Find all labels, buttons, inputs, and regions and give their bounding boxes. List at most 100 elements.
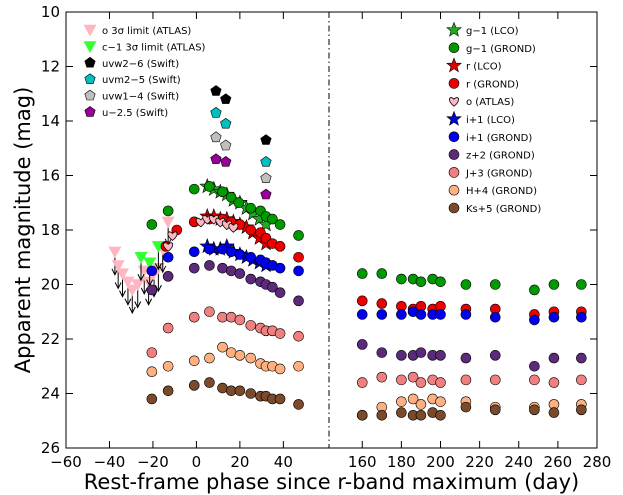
upper-limit-arrowhead	[154, 263, 162, 271]
point-r_grond	[274, 241, 286, 252]
point-J_grond	[204, 306, 215, 318]
series-z_grond	[146, 260, 587, 372]
series-uvm2	[210, 106, 272, 167]
point-i_grond	[435, 309, 446, 320]
point-K_grond	[460, 401, 472, 413]
point-K_grond	[162, 385, 174, 397]
point-z_grond	[162, 271, 174, 282]
point-o_lim	[111, 260, 125, 272]
point-i_grond	[460, 309, 472, 320]
y-tick-label: 26	[41, 439, 60, 457]
x-tick-label: 20	[230, 453, 249, 471]
x-tick-label: −20	[137, 453, 169, 471]
legend-label-K_grond: Ks+5 (GROND)	[466, 204, 541, 215]
point-K_grond	[435, 409, 446, 421]
point-o_lim	[121, 276, 135, 289]
series-K_grond	[146, 377, 587, 421]
legend-label-u: u−2.5 (Swift)	[102, 108, 168, 119]
point-uvw2	[210, 85, 222, 96]
point-z_grond	[356, 339, 368, 350]
point-g_grond	[293, 230, 304, 241]
x-axis-title: Rest-frame phase since r-band maximum (d…	[84, 470, 579, 494]
point-i_grond	[489, 311, 501, 323]
point-g_grond	[529, 284, 540, 296]
legend-label-i_grond: i+1 (GROND)	[466, 133, 532, 144]
y-tick-label: 24	[41, 385, 60, 403]
point-J_grond	[435, 377, 446, 388]
x-tick-label: 280	[583, 453, 612, 471]
point-H_grond	[146, 366, 158, 378]
point-J_grond	[576, 374, 587, 386]
point-r_grond	[376, 298, 388, 309]
point-K_grond	[204, 377, 215, 388]
point-z_grond	[460, 352, 472, 364]
point-K_grond	[489, 404, 501, 416]
series-c_lim	[134, 241, 165, 287]
point-u	[220, 156, 232, 167]
point-o_atlas	[167, 231, 178, 241]
point-i_grond	[234, 249, 246, 260]
point-K_grond	[356, 409, 368, 421]
point-o_atlas	[228, 223, 239, 233]
legend-marker-o_lim	[83, 24, 97, 37]
point-z_grond	[234, 268, 246, 279]
point-uvw1	[220, 139, 232, 151]
legend-marker-o_atlas	[449, 97, 459, 107]
legend-label-uvm2: uvm2−5 (Swift)	[102, 75, 181, 86]
legend-label-z_grond: z+2 (GROND)	[466, 151, 535, 162]
legend-marker-g_grond	[448, 42, 460, 54]
point-u	[210, 153, 222, 164]
point-g_grond	[188, 183, 200, 195]
x-tick-label: 40	[274, 453, 293, 471]
point-z_grond	[435, 350, 446, 361]
point-H_grond	[204, 352, 215, 364]
legend-label-uvw2: uvw2−6 (Swift)	[102, 59, 179, 70]
point-J_grond	[489, 374, 501, 386]
upper-limit-arrowhead	[119, 290, 126, 298]
legend-marker-uvm2	[84, 73, 96, 84]
point-K_grond	[188, 380, 200, 391]
point-g_grond	[245, 202, 257, 214]
point-z_grond	[245, 273, 257, 285]
data-marks	[108, 85, 587, 421]
point-o_lim	[161, 216, 175, 229]
series-uvw1	[210, 131, 272, 183]
point-J_grond	[293, 330, 304, 342]
point-i_grond	[415, 309, 427, 320]
x-tick-label: 200	[426, 453, 455, 471]
legend-marker-uvw1	[84, 89, 96, 101]
point-H_grond	[415, 399, 427, 410]
point-uvw1	[260, 172, 272, 183]
point-g_grond	[225, 192, 237, 203]
y-tick-label: 20	[41, 276, 60, 294]
point-J_grond	[407, 371, 419, 383]
legend-marker-r_lco	[446, 57, 462, 73]
point-g_grond	[376, 268, 388, 279]
point-z_grond	[489, 350, 501, 361]
legend-marker-J_grond	[448, 167, 460, 178]
legend-label-o_atlas: o (ATLAS)	[466, 97, 514, 108]
point-i_grond	[529, 314, 540, 326]
y-tick-label: 10	[41, 3, 60, 21]
point-z_grond	[529, 360, 540, 372]
point-c_lim	[143, 257, 157, 270]
point-i_grond	[376, 309, 388, 320]
point-g_grond	[548, 279, 560, 290]
point-g_grond	[204, 181, 215, 192]
point-g_grond	[396, 273, 407, 285]
point-J_grond	[396, 374, 407, 386]
point-z_grond	[293, 295, 304, 307]
legend-marker-u	[84, 106, 96, 117]
series-J_grond	[146, 306, 587, 388]
point-z_grond	[396, 350, 407, 361]
legend-label-r_lco: r (LCO)	[466, 62, 502, 73]
point-J_grond	[529, 374, 540, 386]
point-z_grond	[146, 284, 158, 296]
upper-limit-arrowhead	[140, 287, 148, 295]
legend-label-uvw1: uvw1−4 (Swift)	[102, 92, 179, 103]
point-J_grond	[162, 322, 174, 334]
point-uvw2	[220, 93, 232, 104]
point-J_grond	[234, 314, 246, 326]
point-i_grond	[396, 309, 407, 320]
